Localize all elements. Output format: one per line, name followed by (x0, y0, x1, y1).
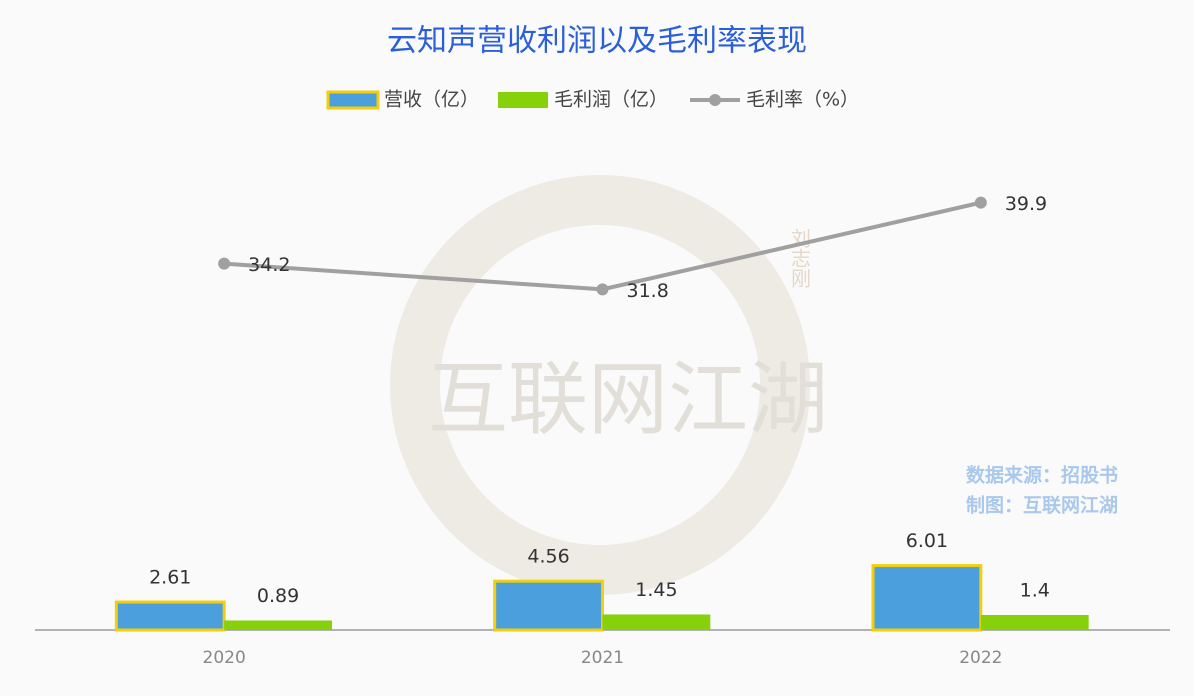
line-point (596, 283, 609, 296)
legend-swatch (498, 92, 548, 108)
data-label: 39.9 (1005, 193, 1047, 215)
legend-label: 毛利润（亿） (554, 89, 668, 111)
watermark-seal: 刘志刚 (788, 228, 812, 288)
bar (871, 564, 983, 632)
data-label: 2.61 (149, 567, 191, 589)
legend-swatch (709, 94, 721, 106)
annotation: 数据来源：招股书 (966, 464, 1118, 487)
data-label: 34.2 (248, 254, 290, 276)
legend-label: 毛利率（%） (746, 89, 859, 111)
data-label: 0.89 (257, 585, 299, 607)
annotation: 制图：互联网江湖 (966, 494, 1118, 517)
chart-title: 云知声营收利润以及毛利率表现 (387, 24, 807, 59)
x-tick-label: 2020 (203, 648, 246, 668)
data-label: 6.01 (906, 530, 948, 552)
watermark: 互联网江湖 (428, 353, 828, 446)
bar (602, 614, 711, 630)
bar (224, 620, 332, 630)
data-label: 1.4 (1020, 580, 1050, 602)
data-label: 4.56 (527, 546, 569, 568)
line-point (218, 257, 231, 270)
legend-swatch (326, 90, 380, 110)
watermark-circle (390, 175, 810, 595)
bar (493, 579, 604, 632)
data-label: 1.45 (635, 579, 677, 601)
line-point (974, 196, 987, 209)
legend-label: 营收（亿） (384, 89, 479, 111)
x-tick-label: 2021 (581, 648, 624, 668)
bar (114, 600, 226, 632)
x-tick-label: 2022 (959, 648, 1002, 668)
bar (980, 615, 1089, 630)
data-label: 31.8 (627, 280, 669, 302)
